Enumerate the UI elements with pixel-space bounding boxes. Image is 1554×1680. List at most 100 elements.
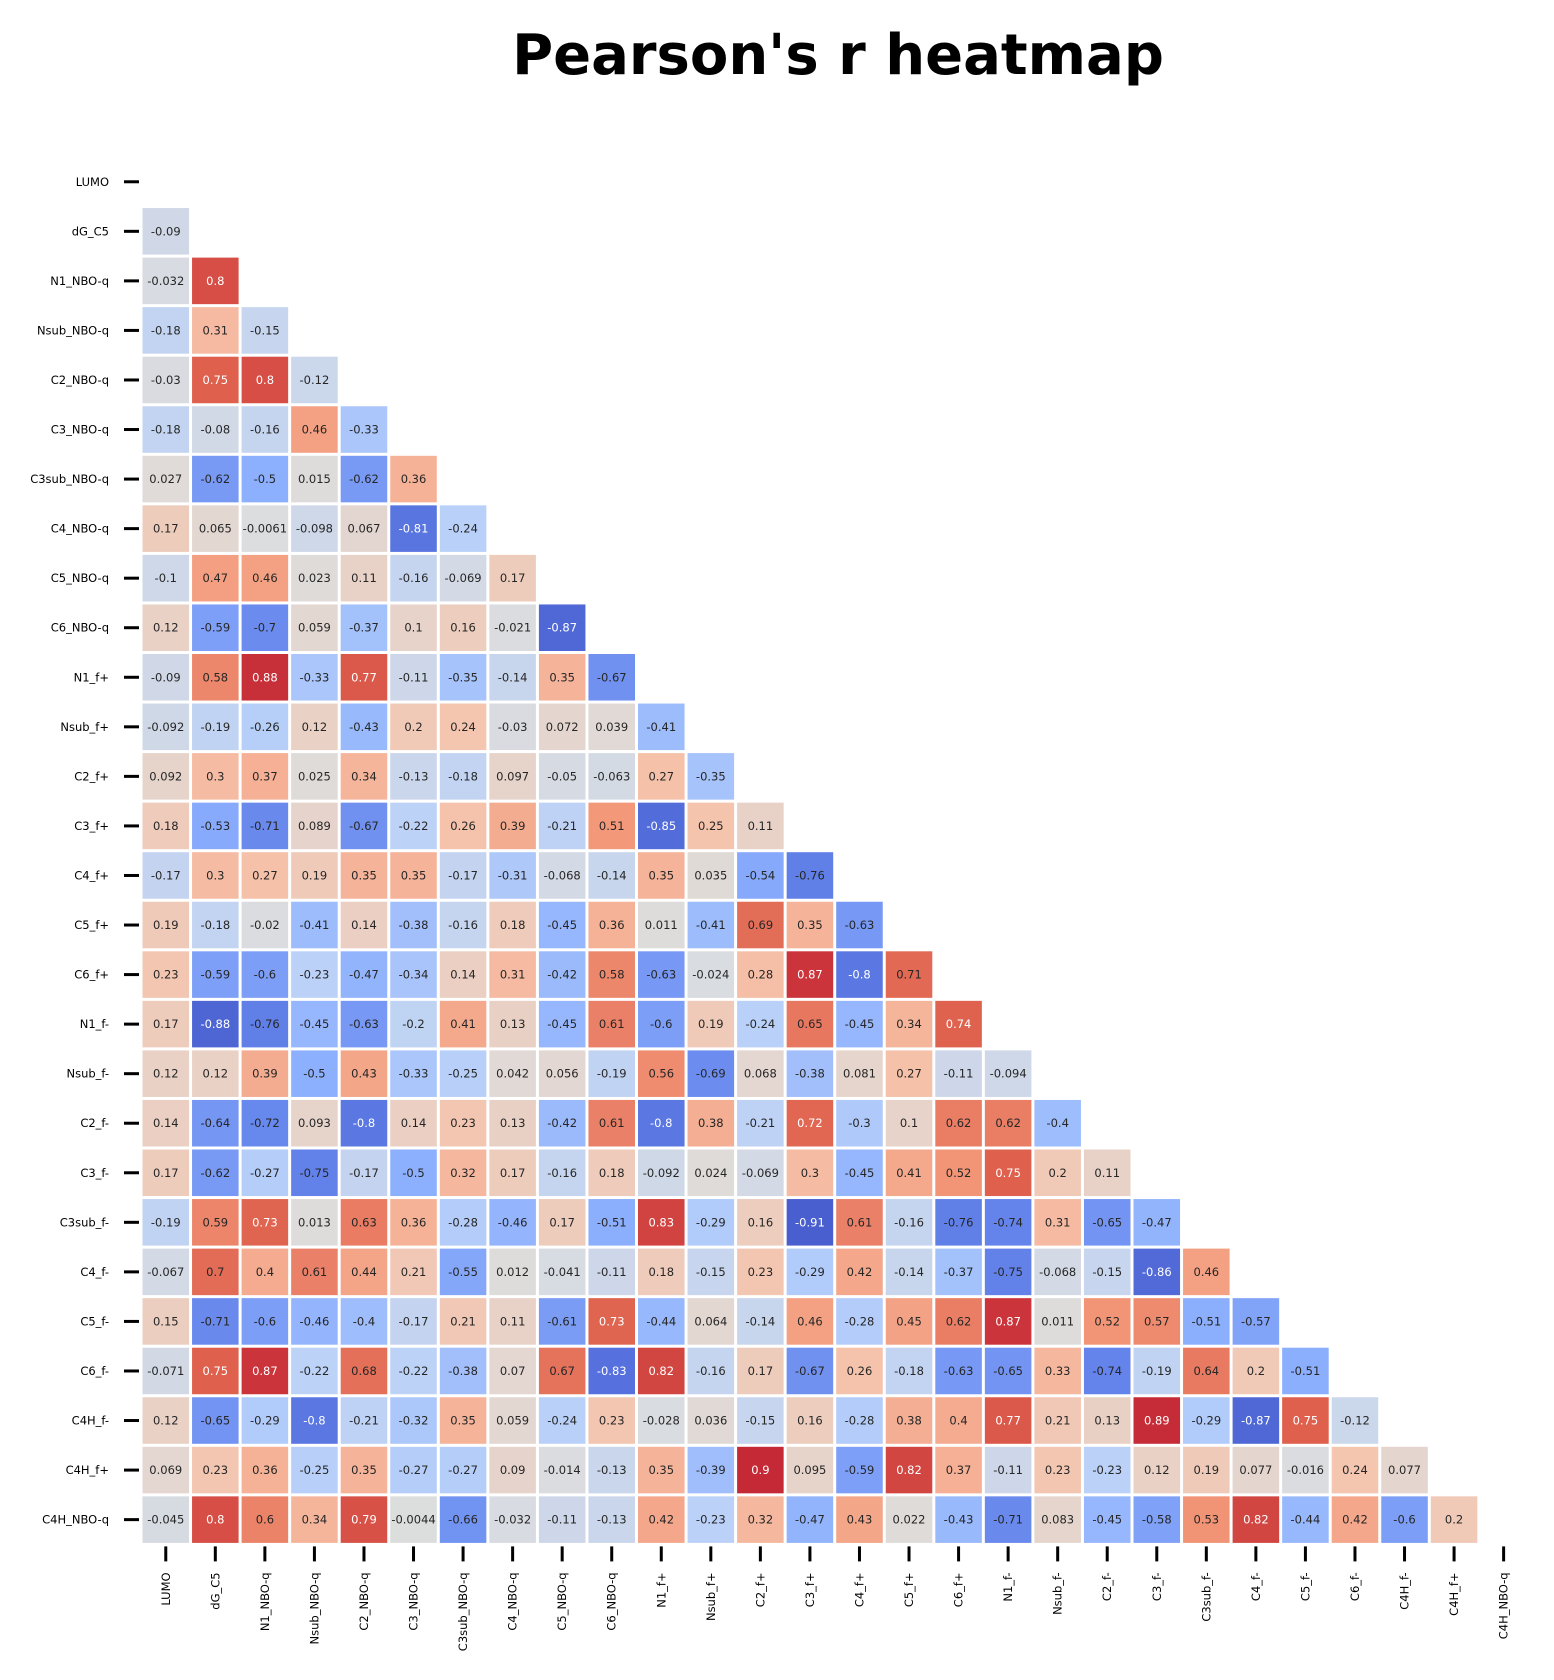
cell-value-label: -0.47 [1142,1215,1172,1229]
cell-value-label: -0.83 [597,1364,627,1378]
heatmap-cell [142,1397,190,1444]
heatmap-cell [836,1496,883,1543]
cell-value-label: -0.45 [300,1017,330,1031]
cell-value-label: 0.12 [203,1067,229,1081]
heatmap-cell [737,1397,784,1444]
heatmap-cell [390,901,437,949]
cell-value-label: -0.19 [1142,1364,1172,1378]
cell-value-label: 0.022 [893,1513,926,1527]
heatmap-cell [836,1199,883,1246]
heatmap-cell [489,1050,536,1097]
heatmap-cell [885,1347,933,1395]
heatmap-cell [687,1199,735,1246]
cell-value-label: -0.19 [200,720,230,734]
heatmap-cell [1331,1397,1379,1444]
heatmap-cell [241,1149,289,1197]
heatmap-cell [340,901,388,949]
cell-value-label: -0.3 [848,1116,870,1130]
cell-value-label: -0.67 [349,819,379,833]
heatmap-cell [192,1496,239,1543]
cell-value-label: 0.63 [351,1215,377,1229]
cell-value-label: 0.23 [599,1414,625,1428]
y-tick-label: C4H_f- [72,1414,109,1428]
cell-value-label: -0.18 [151,423,181,437]
heatmap-cell [192,1248,239,1296]
cell-value-label: 0.025 [298,769,331,783]
heatmap-cell [291,1496,338,1543]
cell-value-label: 0.059 [298,621,331,635]
cell-value-label: -0.37 [944,1265,974,1279]
heatmap-cell [538,1248,586,1296]
cell-value-label: 0.37 [946,1463,972,1477]
cell-value-label: 0.077 [1388,1463,1421,1477]
y-tick-label: C4_NBO-q [51,522,109,536]
cell-value-label: 0.35 [549,670,575,684]
cell-value-label: -0.24 [745,1017,775,1031]
heatmap-cell [1083,1446,1131,1494]
heatmap-cell [390,1298,437,1345]
heatmap-cell [687,1000,735,1048]
heatmap-cell [291,554,338,602]
heatmap-cell [439,1099,487,1147]
cell-value-label: -0.041 [544,1265,581,1279]
heatmap-cell [984,1050,1032,1097]
cell-value-label: 0.011 [645,918,678,932]
heatmap-cell [439,1199,487,1246]
cell-value-label: -0.29 [795,1265,825,1279]
cell-value-label: -0.46 [498,1215,528,1229]
heatmap-cell [489,654,536,701]
heatmap-cell [538,1099,586,1147]
heatmap-cell [192,951,239,998]
cell-value-label: -0.67 [597,670,627,684]
cell-value-label: -0.5 [402,1166,424,1180]
heatmap-cell [142,1050,190,1097]
cell-value-label: 0.68 [351,1364,377,1378]
heatmap-cell [737,1000,784,1048]
heatmap-cell [885,1050,933,1097]
cell-value-label: -0.14 [745,1314,775,1328]
cell-value-label: -0.51 [1191,1314,1221,1328]
heatmap-cell [737,1496,784,1543]
cell-value-label: 0.27 [896,1067,922,1081]
heatmap-cell [1183,1446,1230,1494]
cell-value-label: 0.35 [450,1414,476,1428]
cell-value-label: -0.88 [200,1017,230,1031]
cell-value-label: 0.8 [206,274,224,288]
cell-value-label: -0.72 [250,1116,280,1130]
heatmap-cell [638,1298,685,1345]
heatmap-cell [786,901,834,949]
heatmap-cell [984,1347,1032,1395]
cell-value-label: 0.18 [599,1166,625,1180]
cell-value-label: -0.8 [848,968,870,982]
heatmap-cell [390,1347,437,1395]
heatmap-cell [1232,1446,1280,1494]
cell-value-label: 0.43 [351,1067,377,1081]
cell-value-label: 0.4 [949,1414,967,1428]
heatmap-cell [538,1397,586,1444]
x-tick-label: C2_f+ [753,1572,767,1607]
cell-value-label: -0.0061 [243,522,287,536]
y-tick-label: C2_NBO-q [51,373,109,387]
heatmap-cell [142,1248,190,1296]
heatmap-cell [638,802,685,850]
cell-value-label: 0.88 [252,670,278,684]
heatmap-cell [241,455,289,503]
x-tick-label: Nsub_f- [1051,1572,1065,1615]
heatmap-cell [786,1248,834,1296]
heatmap-cell [836,1000,883,1048]
heatmap-cell [588,703,635,751]
cell-value-label: -0.29 [1191,1414,1221,1428]
heatmap-cell [1133,1397,1181,1444]
cell-value-label: 0.89 [1144,1414,1170,1428]
heatmap-cell [340,1199,388,1246]
cell-value-label: 0.36 [252,1463,278,1477]
cell-value-label: 0.027 [149,472,182,486]
heatmap-cell [192,604,239,651]
cell-value-label: -0.6 [254,968,276,982]
cell-value-label: 0.15 [153,1314,179,1328]
heatmap-cell [786,1496,834,1543]
cell-value-label: -0.54 [745,868,775,882]
cell-value-label: -0.81 [399,522,429,536]
cell-value-label: 0.33 [1045,1364,1071,1378]
heatmap-cell [588,1000,635,1048]
